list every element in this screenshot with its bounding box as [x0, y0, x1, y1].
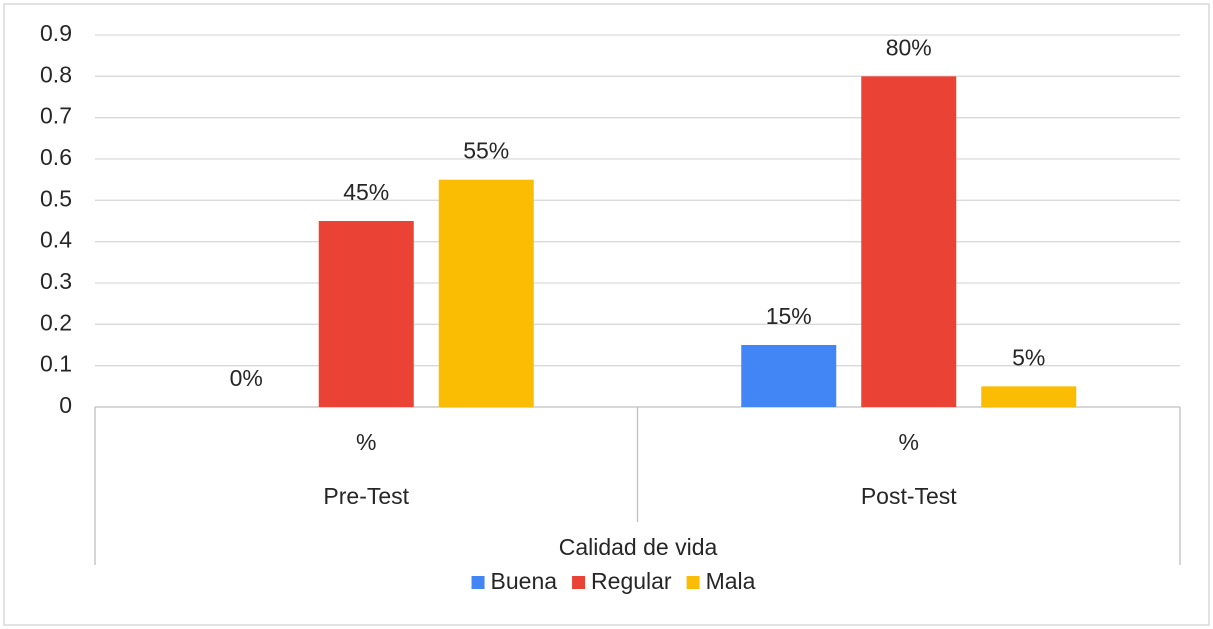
- data-label: 5%: [1012, 344, 1045, 370]
- bar: [981, 386, 1077, 407]
- legend-swatch: [471, 576, 485, 589]
- y-tick-label: 0.5: [40, 185, 72, 211]
- data-label: 55%: [463, 138, 509, 164]
- x-tick-label: %: [356, 429, 376, 455]
- data-label: 0%: [230, 365, 263, 391]
- legend-label: Mala: [706, 568, 756, 594]
- data-label: 45%: [343, 179, 389, 205]
- bar: [438, 179, 534, 407]
- y-tick-label: 0.4: [40, 227, 72, 253]
- y-tick-label: 0: [59, 392, 72, 418]
- data-label: 80%: [886, 34, 932, 60]
- y-tick-label: 0.1: [40, 351, 72, 377]
- chart-border: [3, 3, 1210, 626]
- legend-swatch: [686, 576, 700, 589]
- bar: [741, 345, 837, 407]
- x-axis-label: Calidad de vida: [559, 534, 718, 560]
- x-tick-label: %: [899, 429, 919, 455]
- y-tick-label: 0.8: [40, 61, 72, 87]
- y-tick-label: 0.7: [40, 103, 72, 129]
- legend-label: Buena: [491, 568, 558, 594]
- legend-swatch: [572, 576, 586, 589]
- y-tick-label: 0.6: [40, 144, 72, 170]
- data-label: 15%: [766, 303, 812, 329]
- y-tick-label: 0.2: [40, 309, 72, 335]
- y-tick-label: 0.3: [40, 268, 72, 294]
- category-group-label: Pre-Test: [323, 483, 409, 509]
- y-tick-label: 0.9: [40, 20, 72, 46]
- category-group-label: Post-Test: [861, 483, 957, 509]
- bar: [861, 76, 957, 407]
- legend-label: Regular: [591, 568, 672, 594]
- bar: [318, 221, 414, 407]
